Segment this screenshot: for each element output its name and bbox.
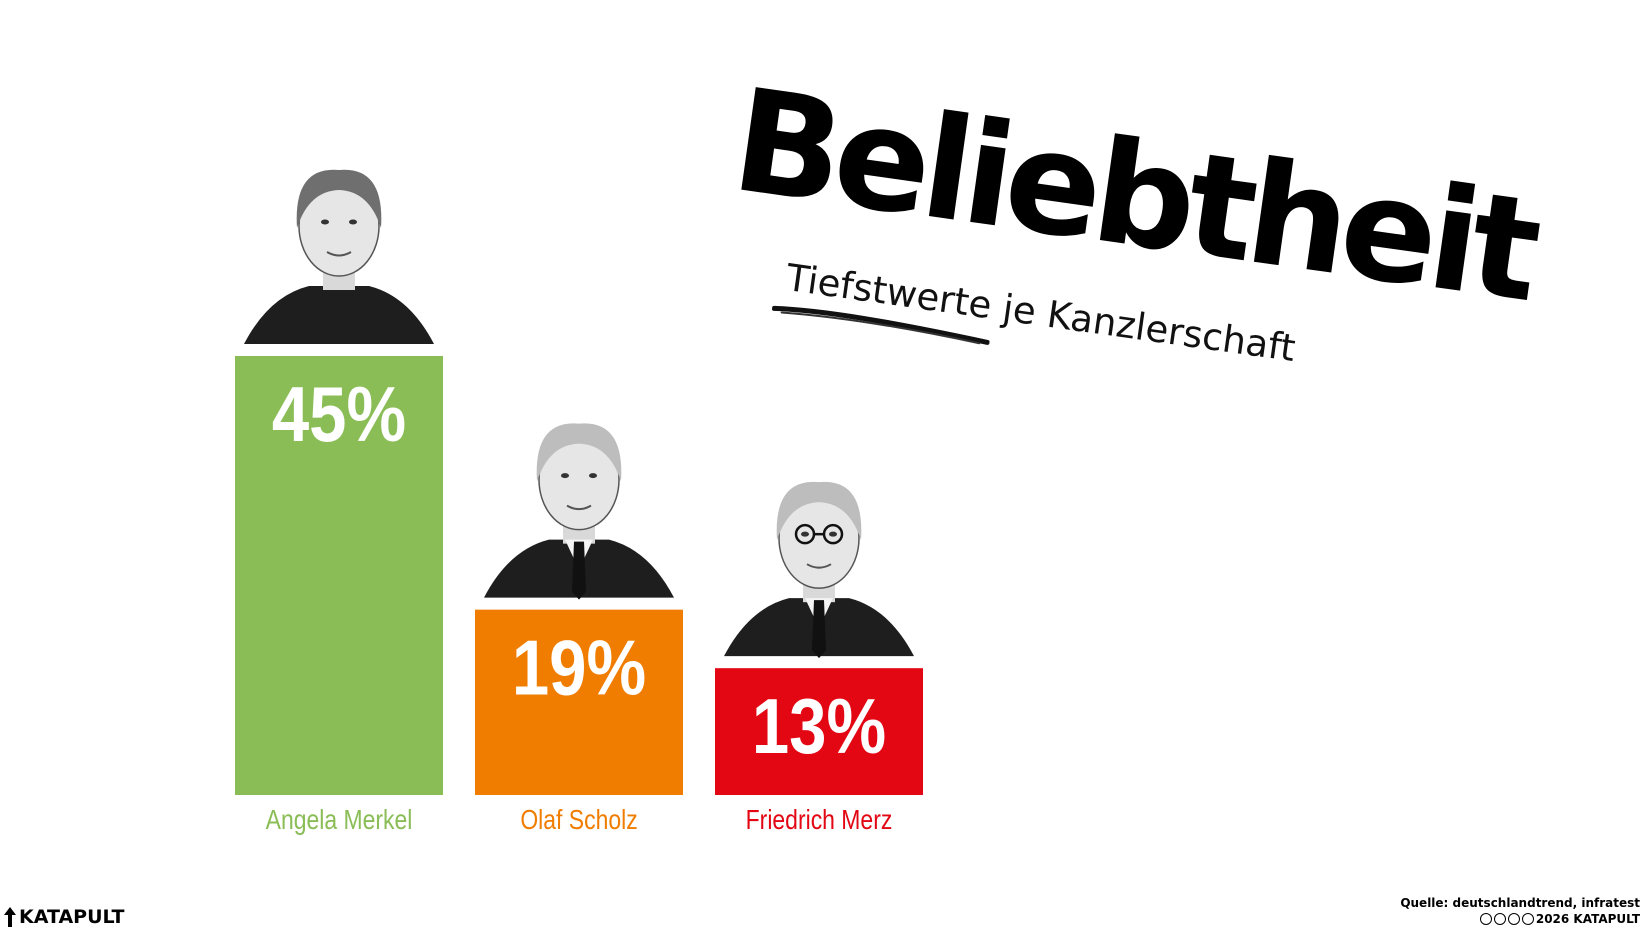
- value-label-2: 19%: [512, 625, 646, 712]
- cc-license-icon: [1479, 913, 1492, 925]
- cc-by-icon: [1493, 913, 1506, 925]
- category-label-1: Angela Merkel: [266, 805, 413, 836]
- source-text: Quelle: deutschlandtrend, infratest: [1400, 896, 1640, 910]
- copyright-text: 2026 KATAPULT: [1535, 912, 1640, 926]
- katapult-logo-icon: [4, 907, 16, 927]
- title-block: Beliebtheit Tiefstwerte je Kanzlerschaft: [699, 58, 1557, 511]
- bar-3: [715, 668, 923, 795]
- category-label-3: Friedrich Merz: [746, 805, 893, 836]
- brand-name: KATAPULT: [19, 906, 125, 928]
- portrait-1: [244, 169, 434, 344]
- bar-1: [235, 356, 443, 795]
- brand-logo: KATAPULT: [4, 906, 124, 928]
- portrait-2: [484, 423, 674, 600]
- brush-underline: [771, 305, 990, 345]
- cc-nc-icon: [1507, 913, 1520, 925]
- bar-2: [475, 609, 683, 795]
- value-labels: 45% 19% 13%: [272, 371, 886, 770]
- portrait-3: [724, 481, 914, 659]
- value-label-1: 45%: [272, 371, 406, 458]
- bars: [235, 356, 923, 795]
- category-label-2: Olaf Scholz: [520, 805, 637, 836]
- source-note: Quelle: deutschlandtrend, infratest 2026…: [1400, 895, 1640, 927]
- category-labels: Angela Merkel Olaf Scholz Friedrich Merz: [266, 805, 893, 836]
- value-label-3: 13%: [752, 683, 886, 770]
- license-row: 2026 KATAPULT: [1400, 911, 1640, 927]
- portraits: [244, 169, 914, 659]
- cc-nd-icon: [1521, 913, 1534, 925]
